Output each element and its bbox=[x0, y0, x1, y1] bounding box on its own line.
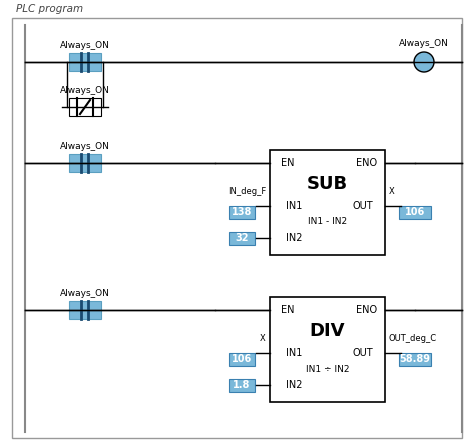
Bar bbox=[399, 352, 431, 365]
Bar bbox=[69, 301, 101, 319]
Text: 138: 138 bbox=[232, 207, 252, 217]
Bar bbox=[69, 154, 101, 172]
Bar bbox=[229, 352, 255, 365]
Text: EN: EN bbox=[281, 305, 295, 315]
Text: 58.89: 58.89 bbox=[400, 354, 430, 364]
Text: EN: EN bbox=[281, 158, 295, 168]
Text: Always_ON: Always_ON bbox=[60, 289, 110, 298]
Text: IN1 ÷ IN2: IN1 ÷ IN2 bbox=[306, 364, 349, 373]
Bar bbox=[399, 206, 431, 218]
Bar bbox=[229, 206, 255, 218]
Text: IN1: IN1 bbox=[286, 348, 302, 358]
Bar bbox=[270, 150, 385, 255]
Circle shape bbox=[414, 52, 434, 72]
Text: X: X bbox=[260, 334, 266, 343]
Text: OUT: OUT bbox=[353, 348, 374, 358]
Bar bbox=[69, 53, 101, 71]
Text: Always_ON: Always_ON bbox=[60, 41, 110, 50]
Text: IN2: IN2 bbox=[286, 380, 302, 390]
Text: OUT: OUT bbox=[353, 201, 374, 211]
Text: 32: 32 bbox=[235, 233, 249, 243]
Text: Always_ON: Always_ON bbox=[60, 86, 110, 95]
Text: 106: 106 bbox=[405, 207, 425, 217]
Text: X: X bbox=[389, 187, 395, 196]
Text: 1.8: 1.8 bbox=[233, 380, 251, 390]
Text: IN_deg_F: IN_deg_F bbox=[228, 187, 266, 196]
Bar bbox=[270, 297, 385, 402]
Bar bbox=[69, 98, 101, 116]
Text: OUT_deg_C: OUT_deg_C bbox=[389, 334, 437, 343]
Text: ENO: ENO bbox=[356, 305, 378, 315]
Bar bbox=[229, 231, 255, 244]
Text: Always_ON: Always_ON bbox=[60, 142, 110, 151]
Text: IN1 - IN2: IN1 - IN2 bbox=[308, 218, 347, 227]
Bar bbox=[229, 379, 255, 392]
Text: ENO: ENO bbox=[356, 158, 378, 168]
Text: DIV: DIV bbox=[310, 322, 345, 340]
Text: Always_ON: Always_ON bbox=[399, 39, 449, 48]
Text: IN2: IN2 bbox=[286, 233, 302, 243]
Text: 106: 106 bbox=[232, 354, 252, 364]
Text: PLC program: PLC program bbox=[16, 4, 83, 14]
Text: SUB: SUB bbox=[307, 175, 348, 193]
Text: IN1: IN1 bbox=[286, 201, 302, 211]
